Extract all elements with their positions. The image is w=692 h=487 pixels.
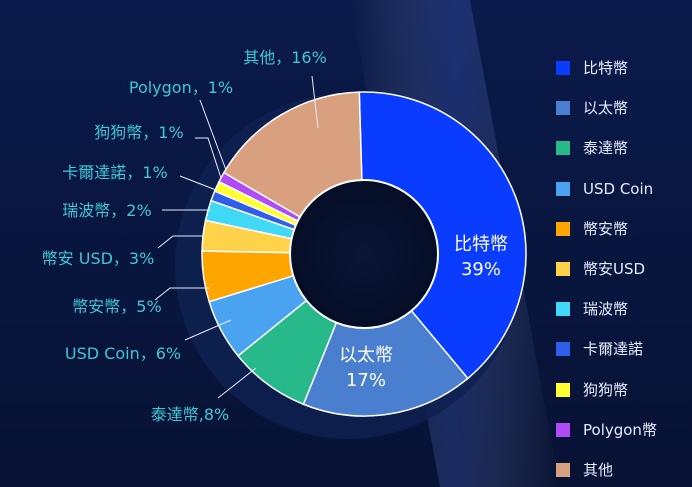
donut-hole (289, 179, 439, 329)
leader-line-4 (154, 287, 210, 301)
legend-label-5: 幣安USD (583, 259, 646, 278)
legend-label-8: 狗狗幣 (583, 380, 629, 399)
slice-label-8: 狗狗幣，1% (94, 123, 183, 142)
slice-label-name-0: 比特幣 (454, 234, 508, 255)
legend-item-1[interactable]: 以太幣 (556, 98, 692, 138)
label-leader-lines (154, 75, 319, 399)
slice-label-2: 泰達幣,8% (151, 405, 229, 424)
leader-line-2 (217, 367, 257, 399)
legend-item-5[interactable]: 幣安USD (556, 259, 692, 299)
legend-swatch-4 (556, 221, 570, 236)
legend-swatch-10 (556, 462, 570, 477)
legend-item-9[interactable]: Polygon幣 (556, 420, 692, 460)
legend-label-3: USD Coin (583, 179, 654, 198)
legend-label-10: 其他 (583, 460, 614, 479)
slice-label-5: 幣安 USD，3% (42, 249, 155, 268)
legend-item-2[interactable]: 泰達幣 (556, 138, 692, 178)
legend-item-8[interactable]: 狗狗幣 (556, 380, 692, 420)
legend-label-1: 以太幣 (583, 99, 629, 118)
legend-label-2: 泰達幣 (583, 139, 629, 158)
legend-label-0: 比特幣 (583, 59, 629, 77)
legend-label-6: 瑞波幣 (583, 300, 629, 319)
slice-label-4: 幣安幣，5% (72, 297, 161, 316)
slice-label-6: 瑞波幣，2% (62, 201, 151, 220)
legend-swatch-1 (556, 101, 570, 116)
legend-item-10[interactable]: 其他 (556, 460, 692, 487)
slice-label-9: Polygon，1% (129, 78, 233, 97)
legend-swatch-9 (556, 422, 570, 437)
donut-slices (201, 91, 527, 417)
legend-swatch-0 (556, 61, 570, 75)
leader-line-7 (179, 175, 217, 191)
legend-item-0[interactable]: 比特幣 (556, 58, 692, 98)
legend-item-4[interactable]: 幣安幣 (556, 219, 692, 259)
leader-line-8 (195, 137, 222, 179)
slice-label-value-1: 17% (346, 370, 386, 391)
legend-label-4: 幣安幣 (583, 219, 629, 238)
legend-item-7[interactable]: 卡爾達諾 (556, 339, 692, 379)
legend-swatch-6 (556, 302, 570, 317)
slice-label-3: USD Coin，6% (65, 344, 181, 363)
slice-label-value-0: 39% (461, 259, 501, 280)
legend-item-6[interactable]: 瑞波幣 (556, 299, 692, 339)
slice-label-10: 其他，16% (243, 48, 327, 67)
legend-swatch-8 (556, 382, 570, 397)
slice-labels: 比特幣 39% 以太幣 17% 泰達幣,8% USD Coin，6% 幣安幣，5% 幣安 US… (42, 48, 508, 424)
legend: 比特幣以太幣泰達幣 USD Coin 幣安幣幣安USD 瑞波幣卡爾達諾狗狗幣 Polyg… (556, 58, 692, 487)
legend-label-9: Polygon幣 (583, 420, 657, 439)
leader-line-3 (184, 319, 232, 341)
legend-swatch-3 (556, 181, 570, 196)
leader-line-5 (157, 235, 204, 249)
legend-item-3[interactable]: USD Coin (556, 179, 692, 219)
slice-label-name-1: 以太幣 (339, 345, 393, 366)
legend-swatch-5 (556, 261, 570, 276)
leader-line-10 (311, 75, 319, 129)
legend-label-7: 卡爾達諾 (583, 340, 644, 359)
leader-line-9 (199, 99, 227, 171)
slice-label-7: 卡爾達諾，1% (62, 163, 167, 182)
legend-swatch-2 (556, 141, 570, 156)
legend-swatch-7 (556, 342, 570, 357)
